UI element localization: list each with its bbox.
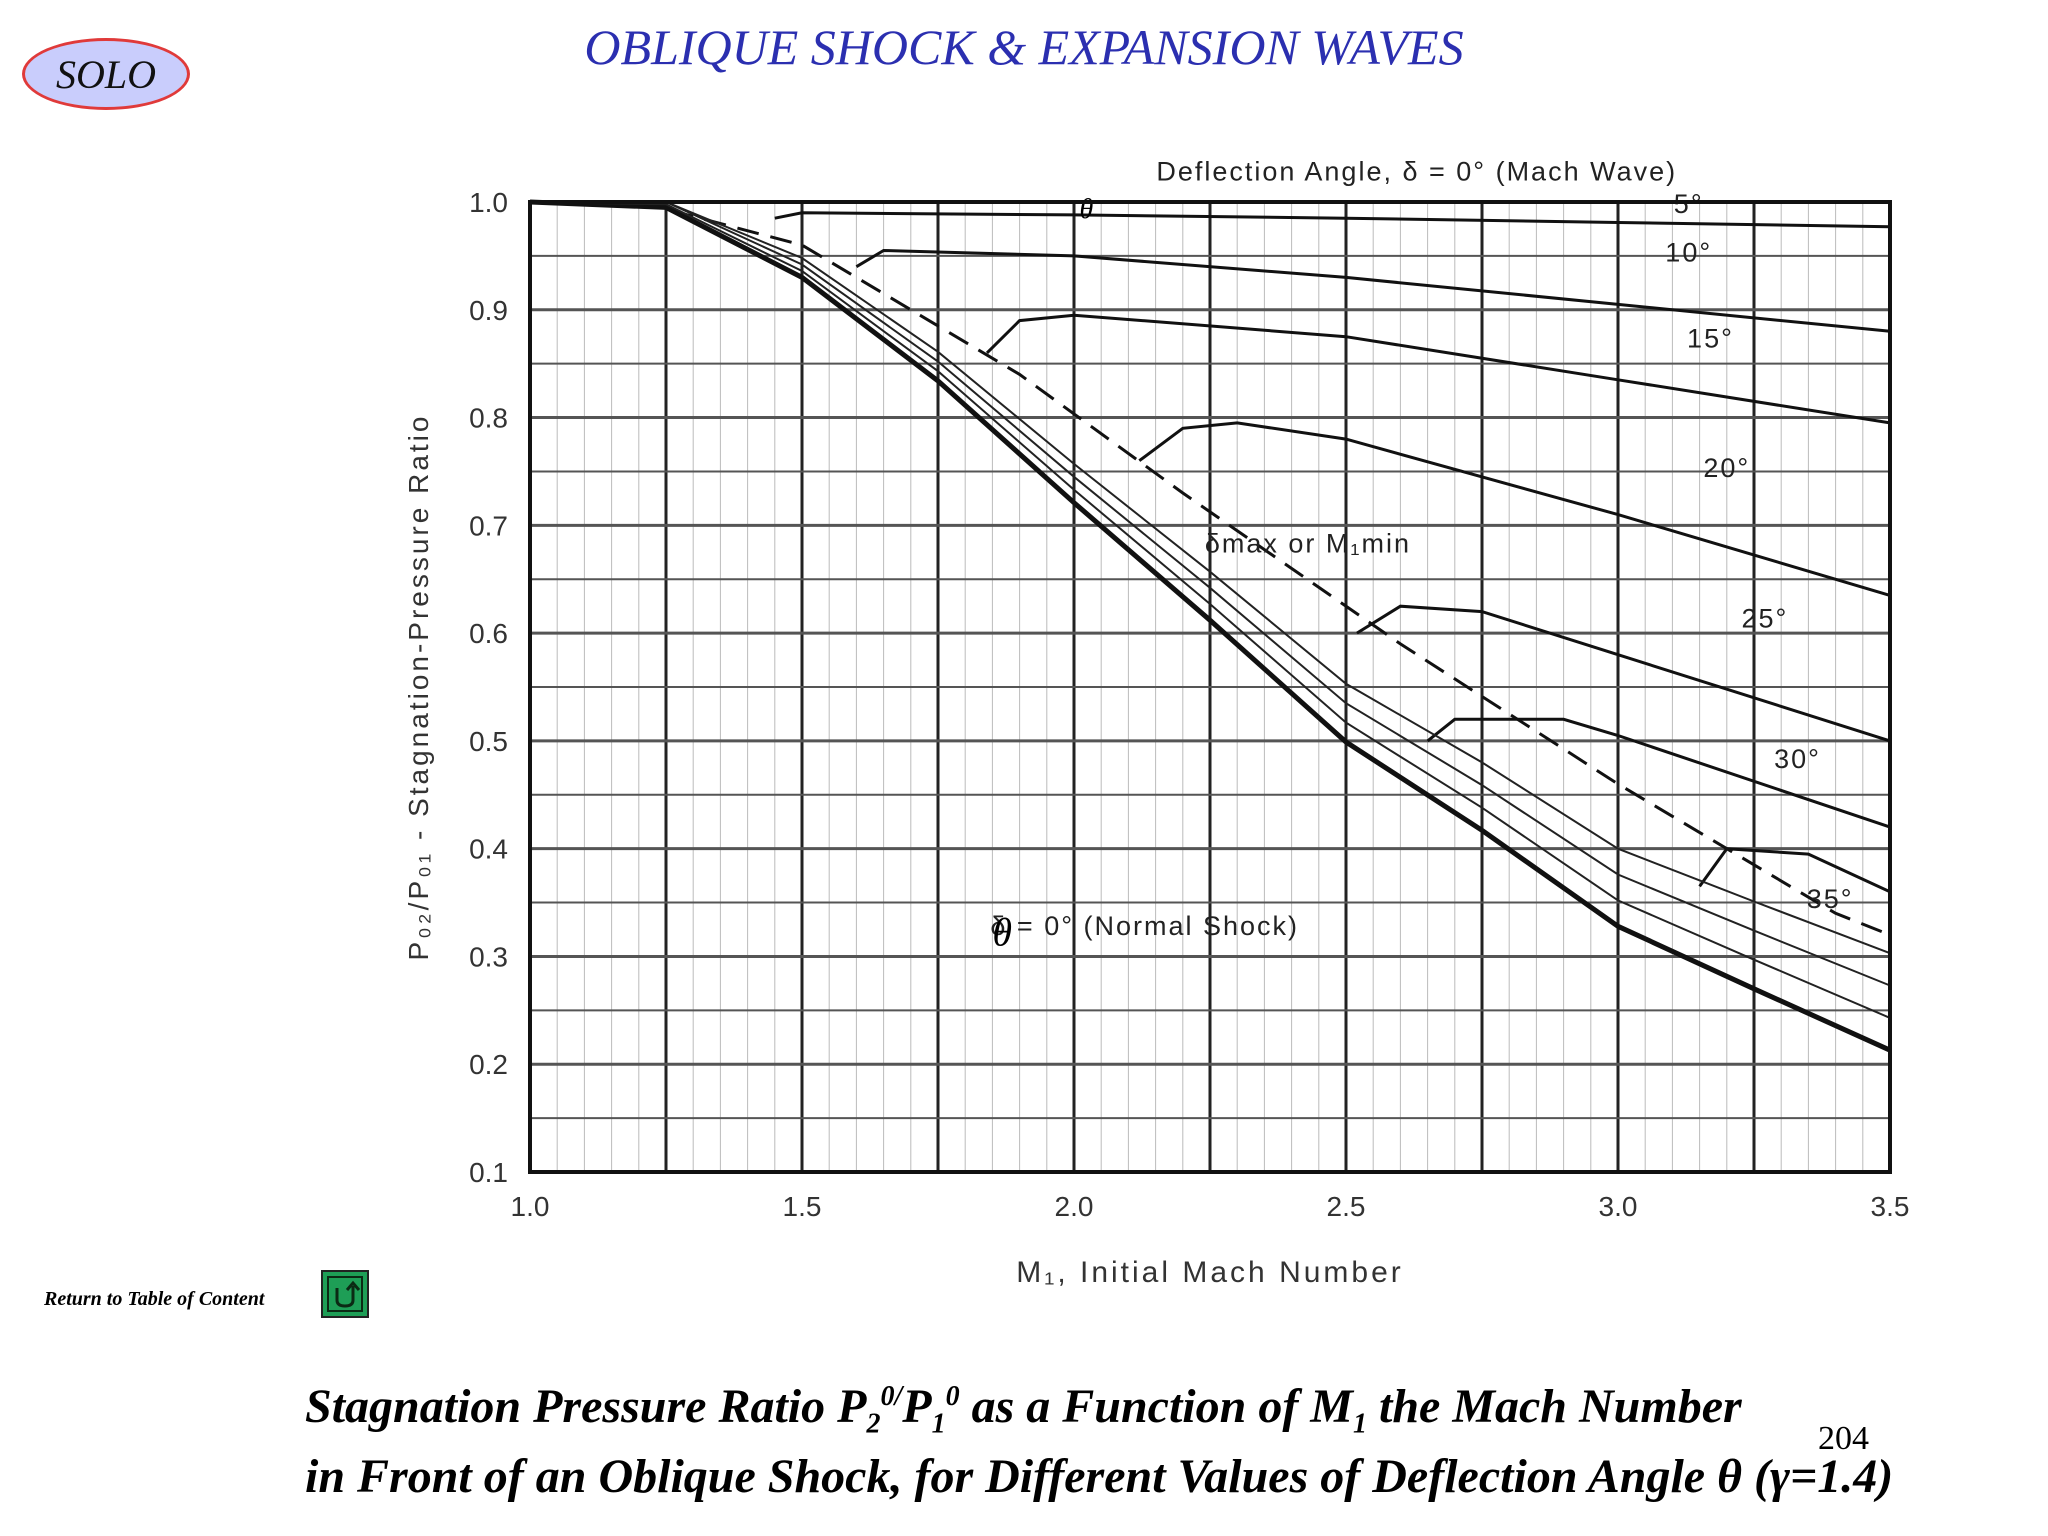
series-label: δ = 0° (Normal Shock) [990, 911, 1299, 941]
caption-superscript: 0/ [880, 1381, 903, 1412]
x-tick-label: 2.0 [1055, 1191, 1094, 1222]
caption-text: Stagnation Pressure Ratio P [305, 1380, 867, 1433]
series-label: 20° [1703, 453, 1750, 483]
caption-subscript: 2 [866, 1408, 881, 1440]
y-tick-label: 0.2 [469, 1049, 508, 1080]
series-label: 15° [1687, 324, 1734, 354]
y-tick-label: 0.1 [469, 1157, 508, 1188]
caption-line-1: Stagnation Pressure Ratio P20/P10 as a F… [305, 1372, 2045, 1442]
return-to-toc-link[interactable]: Return to Table of Content [44, 1288, 265, 1310]
y-tick-label: 0.5 [469, 726, 508, 757]
x-tick-label: 1.0 [511, 1191, 550, 1222]
series-line [638, 200, 1891, 937]
series-label: 10° [1665, 237, 1712, 267]
y-tick-label: 0.8 [469, 403, 508, 434]
solo-badge-label: SOLO [55, 51, 157, 97]
chart-labels: 1.0 1.5 2.0 2.5 3.0 3.5 0.1 0.2 0.3 0.4 0.5 0.6 0.7 0… [403, 156, 1909, 1289]
x-tick-label: 2.5 [1327, 1191, 1366, 1222]
page-number: 204 [1818, 1420, 1869, 1457]
return-arrow-icon [327, 1276, 363, 1312]
solo-badge: SOLO [22, 38, 190, 110]
series-line [855, 248, 1891, 333]
series-line [1698, 847, 1891, 894]
y-tick-label: 0.6 [469, 618, 508, 649]
chart-grid [528, 200, 1892, 1174]
series-line-envelope [530, 201, 1891, 987]
series-label: 30° [1774, 744, 1821, 774]
series-line [1426, 717, 1891, 829]
series-line-envelope [529, 201, 1891, 1019]
x-tick-label: 1.5 [783, 1191, 822, 1222]
y-tick-label: 1.0 [469, 187, 508, 218]
caption-text: as a Function of M [959, 1380, 1353, 1433]
series-line [1138, 421, 1891, 597]
x-tick-label: 3.0 [1599, 1191, 1638, 1222]
series-line [1356, 604, 1891, 743]
return-button[interactable] [321, 1270, 369, 1318]
series-label: 35° [1807, 884, 1854, 914]
caption-text: P [902, 1380, 932, 1433]
y-tick-label: 0.4 [469, 834, 508, 865]
series-line [985, 313, 1891, 425]
caption-line-2: in Front of an Oblique Shock, for Differ… [305, 1450, 1894, 1503]
figure-caption: Stagnation Pressure Ratio P20/P10 as a F… [305, 1372, 2045, 1512]
chart-series [529, 199, 1892, 1053]
slide-title: OBLIQUE SHOCK & EXPANSION WAVES [584, 19, 1464, 75]
series-line [529, 199, 1892, 1053]
y-axis-label: P₀₂/P₀₁ - Stagnation-Pressure Ratio [403, 414, 434, 961]
x-axis-label: M₁, Initial Mach Number [1016, 1256, 1404, 1289]
caption-text: the Mach Number [1366, 1380, 1742, 1433]
y-tick-label: 0.9 [469, 295, 508, 326]
series-line-envelope [530, 201, 1891, 955]
y-tick-label: 0.7 [469, 510, 508, 541]
theta-mark: θ [992, 910, 1012, 955]
x-tick-label: 3.5 [1871, 1191, 1910, 1222]
theta-mark: θ [1079, 194, 1093, 225]
series-label: δmax or M₁min [1205, 528, 1411, 558]
caption-subscript: 1 [1352, 1408, 1367, 1440]
series-label: Deflection Angle, δ = 0° (Mach Wave) [1156, 156, 1677, 186]
series-line [774, 211, 1891, 229]
series-label: 25° [1741, 604, 1788, 634]
caption-subscript: 1 [931, 1408, 946, 1440]
caption-superscript: 0 [945, 1381, 960, 1412]
y-tick-label: 0.3 [469, 941, 508, 972]
plot-frame [528, 200, 1892, 1174]
